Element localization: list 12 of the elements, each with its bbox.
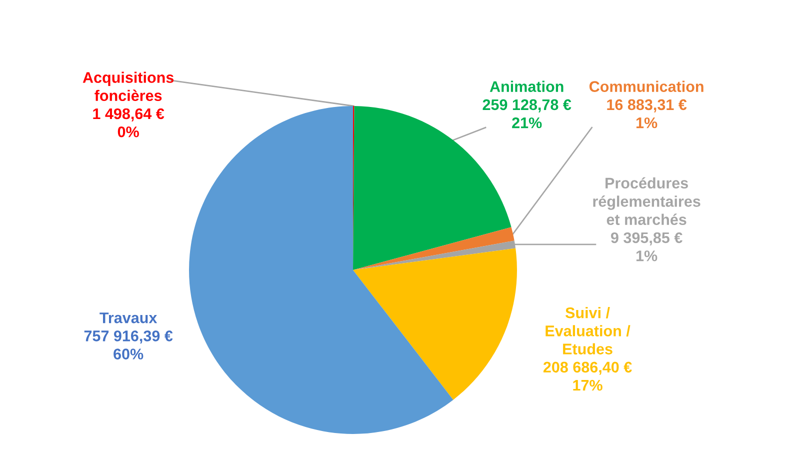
data-label: 757 916,39 € 60% <box>84 330 173 360</box>
data-label: 208 686,40 € 17% <box>543 362 632 391</box>
slice-label: Animation <box>490 80 564 92</box>
data-label: 9 395,85 € 1% <box>610 232 682 262</box>
slice-label: Suivi / Evaluation / Etudes <box>546 307 630 354</box>
data-label: 16 883,31 € 1% <box>607 99 687 128</box>
data-label: 259 128,78 € 21% <box>482 99 572 128</box>
slice-label: Travaux <box>100 312 158 324</box>
data-label: 1 498,64 € 0% <box>93 108 164 138</box>
slice-label: Acquisitions foncières <box>82 72 174 102</box>
slice-label: Communication <box>589 80 704 92</box>
slice-label: Procédures réglementaires et marchés <box>593 177 700 226</box>
